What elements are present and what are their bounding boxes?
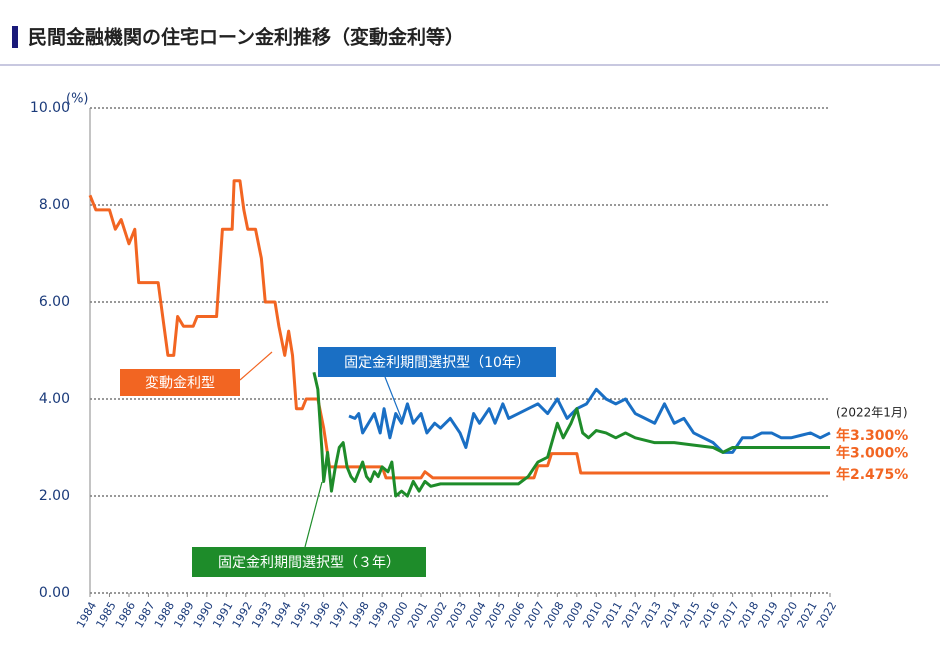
y-tick-label: 10.00 (30, 100, 70, 116)
y-tick-label: 0.00 (39, 585, 70, 601)
end-label: 年3.300% (836, 427, 908, 444)
y-tick-label: 6.00 (39, 294, 70, 310)
series-label: 固定金利期間選択型（３年） (218, 555, 400, 571)
series-line (312, 371, 830, 498)
x-tick-label: 2022 (814, 600, 839, 631)
end-label: 年2.475% (836, 466, 908, 483)
series-label: 変動金利型 (145, 375, 215, 392)
series-label-box (318, 347, 556, 377)
series-label: 固定金利期間選択型（10年） (344, 355, 530, 371)
y-tick-label: 4.00 (39, 391, 70, 407)
series-line (348, 387, 831, 454)
title-marker (12, 26, 18, 48)
y-tick-label: 2.00 (39, 488, 70, 504)
chart-title: 民間金融機関の住宅ローン金利推移（変動金利等） (28, 26, 464, 49)
end-label: 年3.000% (836, 445, 908, 462)
leader-line (239, 351, 273, 381)
series-label-box (120, 369, 240, 396)
leader-line (304, 481, 323, 548)
leader-line (384, 376, 403, 421)
date-note: (2022年1月) (836, 406, 908, 420)
series-label-box (192, 547, 426, 577)
y-tick-label: 8.00 (39, 197, 70, 213)
series-line (88, 179, 830, 480)
y-axis-label: (%) (66, 92, 89, 107)
